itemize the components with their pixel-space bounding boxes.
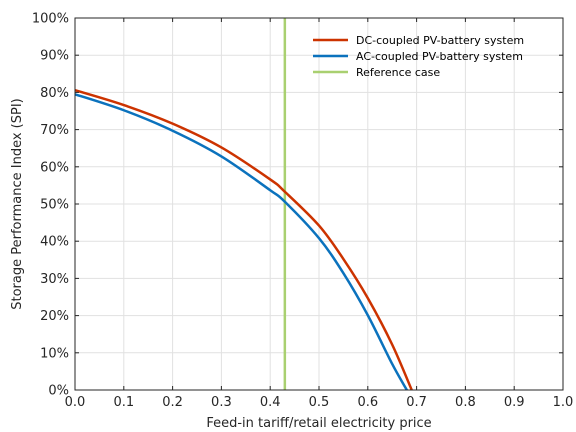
legend-label: AC-coupled PV-battery system	[356, 50, 523, 63]
y-tick-label: 80%	[40, 86, 69, 101]
x-tick-label: 0.0	[65, 395, 86, 410]
legend-label: DC-coupled PV-battery system	[356, 34, 524, 47]
y-tick-label: 0%	[48, 384, 69, 399]
series-layer	[74, 18, 413, 391]
y-axis-label: Storage Performance Index (SPI)	[10, 98, 25, 310]
y-tick-label: 70%	[40, 123, 69, 138]
legend: DC-coupled PV-battery system AC-coupled P…	[313, 34, 524, 79]
x-tick-label: 0.2	[162, 395, 183, 410]
x-tick-label: 0.9	[504, 395, 525, 410]
x-tick-label: 0.4	[260, 395, 281, 410]
y-tick-label: 40%	[40, 235, 69, 250]
x-tick-label: 0.1	[113, 395, 134, 410]
x-axis-label: Feed-in tariff/retail electricity price	[206, 416, 431, 431]
x-axis-ticks: 0.0 0.1 0.2 0.3 0.4 0.5 0.6 0.7 0.8 0.9 1.0	[65, 18, 574, 410]
x-tick-label: 0.6	[357, 395, 378, 410]
x-tick-label: 0.7	[406, 395, 427, 410]
legend-label: Reference case	[356, 66, 440, 79]
x-tick-label: 1.0	[553, 395, 574, 410]
series-line-ac-coupled-pv-battery-system	[74, 93, 408, 391]
y-tick-label: 10%	[40, 346, 69, 361]
series-line-dc-coupled-pv-battery-system	[74, 88, 413, 391]
y-tick-label: 60%	[40, 160, 69, 175]
y-tick-label: 30%	[40, 272, 69, 287]
y-tick-label: 90%	[40, 49, 69, 64]
y-tick-label: 20%	[40, 309, 69, 324]
x-tick-label: 0.5	[309, 395, 330, 410]
y-tick-label: 100%	[32, 12, 69, 27]
x-tick-label: 0.8	[455, 395, 476, 410]
y-axis-ticks: 0% 10% 20% 30% 40% 50% 60% 70% 80% 90% 100%	[32, 12, 563, 399]
x-tick-label: 0.3	[211, 395, 232, 410]
y-tick-label: 50%	[40, 198, 69, 213]
